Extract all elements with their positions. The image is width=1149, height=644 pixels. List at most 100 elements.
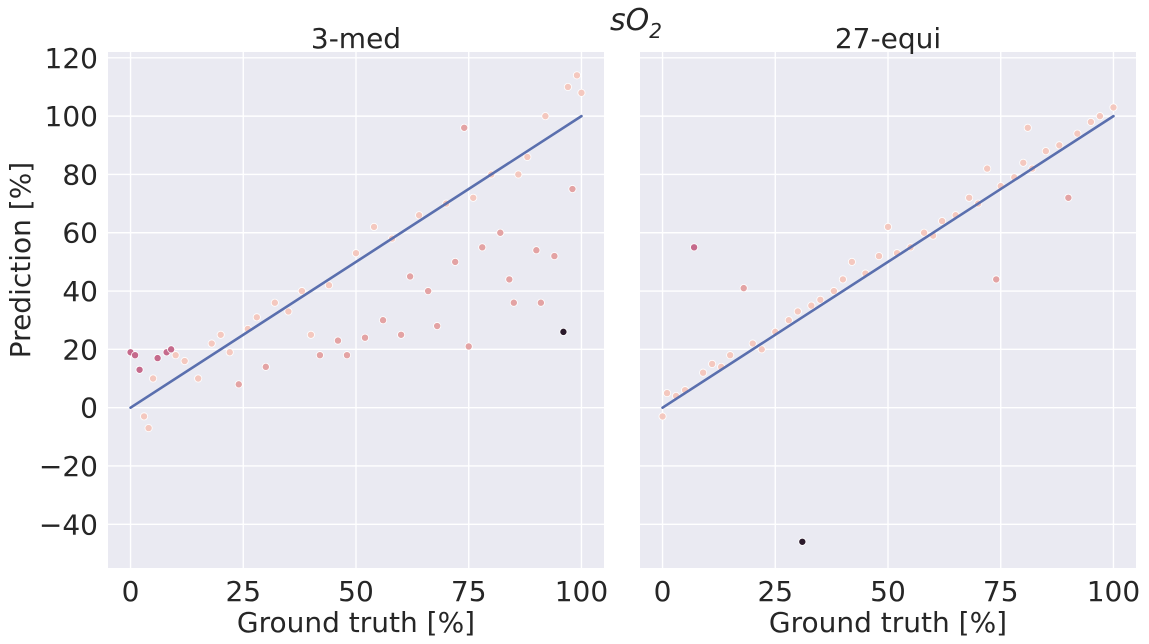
data-point xyxy=(505,275,514,284)
data-point xyxy=(1041,147,1050,156)
data-point xyxy=(1019,158,1028,167)
data-point xyxy=(216,330,225,339)
x-tick-label: 25 xyxy=(225,575,261,608)
data-point xyxy=(464,342,473,351)
y-tick-label: 40 xyxy=(62,275,98,308)
data-point xyxy=(1073,129,1082,138)
x-tick-label: 75 xyxy=(983,575,1019,608)
y-tick-label: 60 xyxy=(62,217,98,250)
data-point xyxy=(1109,103,1118,112)
data-point xyxy=(370,222,379,231)
y-tick-label: 80 xyxy=(62,158,98,191)
x-axis-label: Ground truth [%] xyxy=(769,606,1007,639)
data-point xyxy=(225,348,234,357)
data-point xyxy=(965,193,974,202)
data-point xyxy=(171,351,180,360)
data-point xyxy=(131,351,140,360)
data-point xyxy=(333,336,342,345)
data-point xyxy=(793,307,802,316)
y-tick-label: 120 xyxy=(45,42,98,75)
data-point xyxy=(433,322,442,331)
x-tick-label: 100 xyxy=(555,575,608,608)
data-point xyxy=(523,152,532,161)
data-point xyxy=(270,298,279,307)
data-point xyxy=(559,327,568,336)
data-point xyxy=(469,193,478,202)
data-point xyxy=(315,351,324,360)
data-point xyxy=(180,357,189,366)
data-point xyxy=(1095,112,1104,121)
data-point xyxy=(167,345,176,354)
data-point xyxy=(658,412,667,421)
data-point xyxy=(297,287,306,296)
data-point xyxy=(884,222,893,231)
data-point xyxy=(135,365,144,374)
x-tick-label: 25 xyxy=(757,575,793,608)
data-point xyxy=(829,287,838,296)
data-point xyxy=(563,82,572,91)
suptitle-subscript: 2 xyxy=(649,19,662,43)
data-point xyxy=(451,257,460,266)
panel-title: 27-equi xyxy=(835,22,941,55)
data-point xyxy=(509,298,518,307)
panels-group: 0 25 50 75 100−40−200204060801001203-medGrou… xyxy=(4,22,1140,639)
data-point xyxy=(663,389,672,398)
x-tick-label: 0 xyxy=(122,575,140,608)
data-point xyxy=(920,228,929,237)
figure-suptitle: sO2 xyxy=(610,3,662,43)
data-point xyxy=(807,301,816,310)
data-point xyxy=(397,330,406,339)
data-point xyxy=(406,272,415,281)
identity-line xyxy=(661,114,1115,409)
data-point xyxy=(992,275,1001,284)
panel-2: 0 25 50 75 100 27-equi Ground truth [%] xyxy=(640,22,1140,639)
identity-line xyxy=(129,114,583,409)
data-point xyxy=(460,123,469,132)
data-point xyxy=(550,252,559,261)
data-point xyxy=(361,333,370,342)
data-point xyxy=(261,362,270,371)
data-point xyxy=(816,295,825,304)
y-tick-label: 20 xyxy=(62,333,98,366)
data-point xyxy=(847,257,856,266)
x-tick-label: 50 xyxy=(870,575,906,608)
data-point xyxy=(568,185,577,194)
data-point xyxy=(207,339,216,348)
data-point xyxy=(194,374,203,383)
data-point xyxy=(153,354,162,363)
y-tick-label: −20 xyxy=(39,450,98,483)
data-point xyxy=(424,287,433,296)
data-point xyxy=(234,380,243,389)
panel-title: 3-med xyxy=(311,22,401,55)
data-point xyxy=(496,228,505,237)
x-tick-label: 0 xyxy=(654,575,672,608)
data-point xyxy=(514,170,523,179)
data-point xyxy=(1064,193,1073,202)
x-tick-label: 75 xyxy=(451,575,487,608)
data-point xyxy=(757,345,766,354)
data-point xyxy=(572,71,581,80)
y-axis-label: Prediction [%] xyxy=(4,162,37,358)
data-point xyxy=(577,88,586,97)
data-point xyxy=(324,281,333,290)
data-point xyxy=(1086,117,1095,126)
data-point xyxy=(532,246,541,255)
data-point xyxy=(739,284,748,293)
y-tick-label: 0 xyxy=(80,392,98,425)
panel-1: 0 25 50 75 100 −40 −20 0 20 40 60 80 100 120 3-med Grou… xyxy=(4,22,608,639)
y-tick-label: 100 xyxy=(45,100,98,133)
x-axis-label: Ground truth [%] xyxy=(237,606,475,639)
data-point xyxy=(379,316,388,325)
suptitle-main: sO xyxy=(610,3,649,38)
data-point xyxy=(1023,123,1032,132)
data-point xyxy=(748,339,757,348)
data-point xyxy=(838,275,847,284)
data-point xyxy=(140,412,149,421)
x-tick-label: 50 xyxy=(338,575,374,608)
data-point xyxy=(306,330,315,339)
y-tick-label: −40 xyxy=(39,508,98,541)
data-point xyxy=(726,351,735,360)
data-point xyxy=(708,359,717,368)
data-point xyxy=(415,211,424,220)
